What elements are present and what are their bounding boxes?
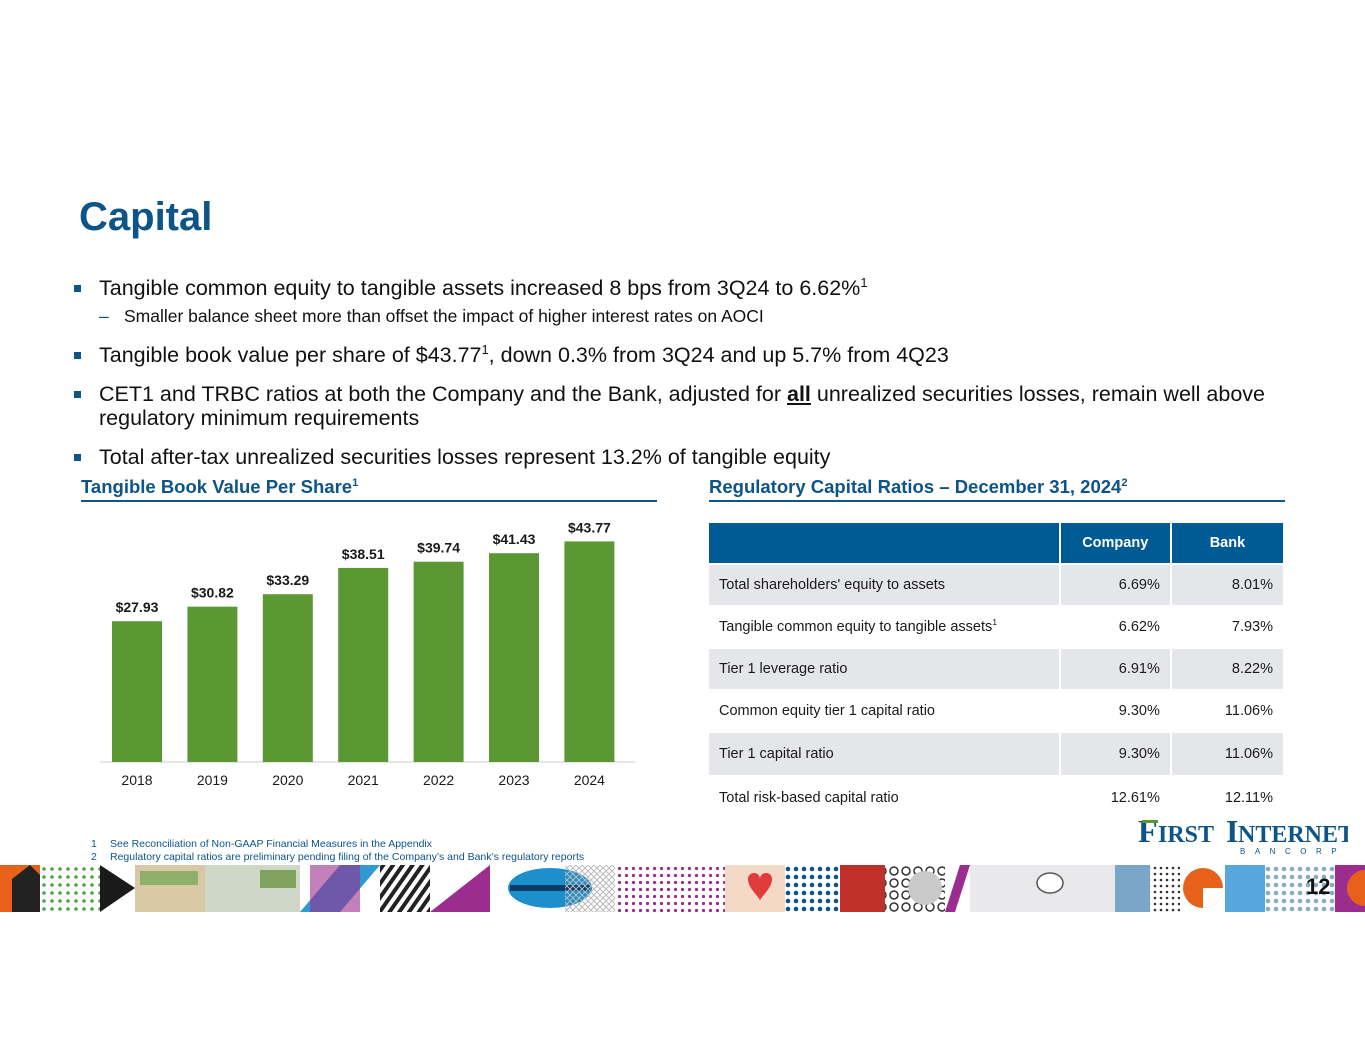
bullet-item: CET1 and TRBC ratios at both the Company…	[74, 382, 1314, 430]
table-row: Total risk-based capital ratio 12.61% 12…	[709, 777, 1283, 819]
page-title: Capital	[79, 195, 213, 239]
table-row: Total shareholders' equity to assets 6.6…	[709, 565, 1283, 605]
svg-text:NTERNET: NTERNET	[1238, 822, 1348, 848]
sub-bullet-item: – Smaller balance sheet more than offset…	[99, 306, 764, 326]
decorative-pattern-banner	[0, 865, 1365, 912]
bar-2019	[187, 606, 238, 762]
bar-2018	[112, 621, 162, 762]
bar-2024	[564, 541, 615, 762]
footnote-item: 1 See Reconciliation of Non-GAAP Financia…	[91, 838, 432, 850]
bank-value: 11.06%	[1224, 703, 1273, 719]
capital-ratios-table: Company Bank Total shareholders' equity …	[709, 521, 1283, 821]
svg-text:F: F	[1138, 814, 1158, 849]
row-label: Tier 1 leverage ratio	[709, 649, 1061, 689]
company-value: 9.30%	[1060, 733, 1172, 775]
data-label: $33.29	[266, 572, 309, 588]
x-tick-label: 2020	[272, 772, 303, 788]
bar-2021	[338, 567, 389, 762]
bank-value: 8.01%	[1171, 565, 1283, 605]
table-section-title: Regulatory Capital Ratios – December 31,…	[709, 476, 1128, 497]
company-value: 6.62%	[1061, 607, 1172, 647]
x-tick-label: 2022	[423, 772, 454, 788]
row-label: Total shareholders' equity to assets	[709, 565, 1061, 605]
table-row: Tangible common equity to tangible asset…	[709, 607, 1283, 647]
data-label: $39.74	[417, 540, 460, 556]
table-row: Tier 1 capital ratio 9.30% 11.06%	[709, 733, 1283, 775]
header-cell-blank	[709, 523, 1061, 563]
x-tick-label: 2019	[197, 772, 228, 788]
bank-value: 11.06%	[1171, 733, 1283, 775]
header-cell-company: Company	[1060, 523, 1172, 563]
bullet-marker	[74, 285, 81, 292]
bank-value: 12.11%	[1224, 790, 1273, 806]
data-label: $30.82	[191, 585, 234, 601]
data-label: $38.51	[342, 546, 385, 562]
data-label: $27.93	[116, 599, 159, 615]
svg-text:I: I	[1226, 814, 1238, 849]
section-divider	[709, 500, 1285, 502]
bullet-marker	[74, 391, 81, 398]
tbv-bar-chart: $27.93 2018 $30.82 2019 $33.29 2020 $38.51 2021…	[100, 519, 635, 788]
table-row: Common equity tier 1 capital ratio 9.30%…	[709, 691, 1283, 731]
footnotes: 1 See Reconciliation of Non-GAAP Financia…	[91, 838, 584, 864]
row-label: Total risk-based capital ratio	[709, 777, 1061, 819]
bullet-item: Total after-tax unrealized securities lo…	[74, 445, 1314, 469]
emphasis-text: all	[787, 382, 811, 406]
section-divider	[81, 500, 657, 502]
svg-text:IRST: IRST	[1158, 822, 1214, 848]
bullet-marker	[74, 352, 81, 359]
x-tick-label: 2023	[498, 772, 529, 788]
footnote-item: 2 Regulatory capital ratios are prelimina…	[91, 851, 585, 863]
row-label: Tangible common equity to tangible asset…	[709, 607, 1061, 647]
table-header-row: Company Bank	[709, 523, 1283, 563]
chart-section-title: Tangible Book Value Per Share1	[81, 476, 359, 497]
company-value: 12.61%	[1061, 777, 1172, 819]
page-number: 12	[1306, 874, 1331, 899]
row-label: Tier 1 capital ratio	[709, 733, 1061, 775]
dash-marker: –	[99, 306, 109, 326]
data-label: $43.77	[568, 519, 611, 535]
bullet-item: Tangible book value per share of $43.771…	[74, 343, 1314, 367]
svg-text:BANCORP: BANCORP	[1240, 847, 1346, 856]
bullet-marker	[74, 454, 81, 461]
company-value: 9.30%	[1061, 691, 1172, 731]
header-cell-bank: Bank	[1171, 523, 1283, 563]
company-value: 6.91%	[1060, 649, 1172, 689]
bank-value: 8.22%	[1171, 649, 1283, 689]
bar-2023	[489, 553, 539, 762]
data-label: $41.43	[493, 531, 536, 547]
x-tick-label: 2024	[574, 772, 605, 788]
bar-2022	[413, 561, 464, 762]
x-tick-label: 2021	[348, 772, 379, 788]
bullet-list: Tangible common equity to tangible asset…	[74, 276, 1314, 469]
first-internet-bancorp-logo: F IRST I NTERNET BANCORP	[1138, 814, 1348, 856]
bullet-item: Tangible common equity to tangible asset…	[74, 276, 1314, 300]
table-row: Tier 1 leverage ratio 6.91% 8.22%	[709, 649, 1283, 689]
bar-2020	[262, 594, 313, 762]
bank-value: 7.93%	[1231, 619, 1273, 635]
row-label: Common equity tier 1 capital ratio	[709, 691, 1061, 731]
x-tick-label: 2018	[121, 772, 152, 788]
company-value: 6.69%	[1060, 565, 1172, 605]
